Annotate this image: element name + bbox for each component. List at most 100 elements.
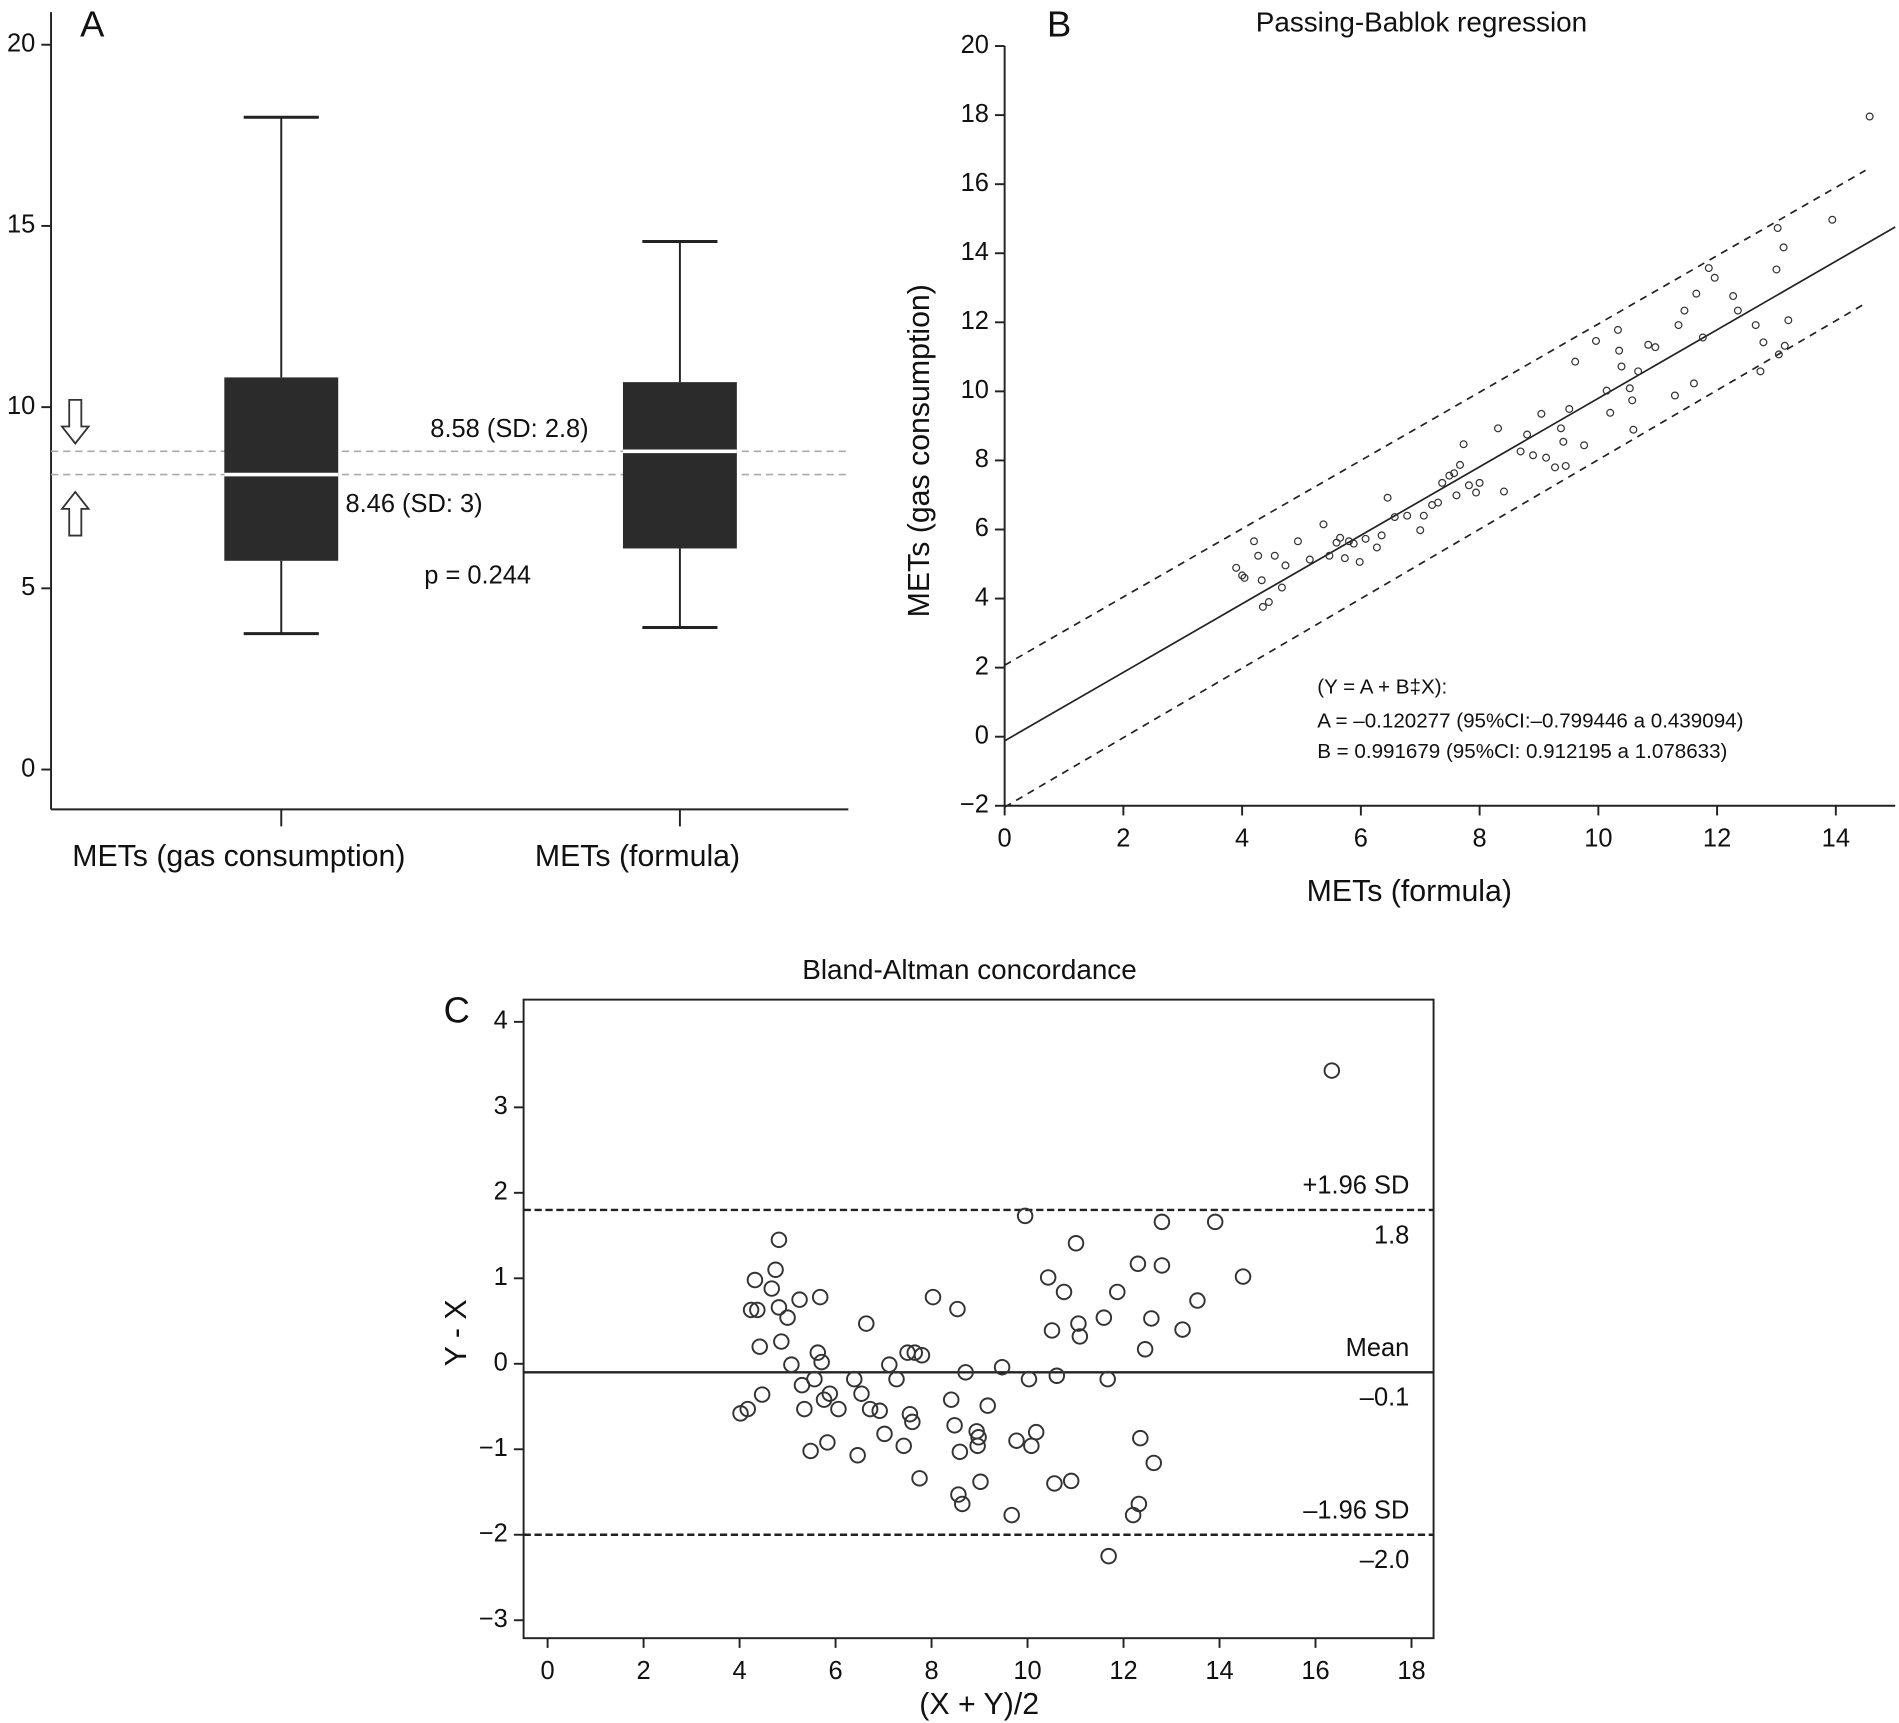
point: [1153, 1213, 1171, 1231]
x-tick-label: 6: [828, 1657, 842, 1685]
panel-label: C: [444, 990, 470, 1031]
x-tick-label: 12: [1703, 824, 1731, 852]
point: [1277, 583, 1286, 592]
point: [1710, 273, 1719, 282]
point: [949, 1300, 966, 1318]
point: [1674, 321, 1683, 330]
point: [1571, 357, 1580, 366]
point: [1452, 491, 1461, 500]
point: [1136, 1341, 1154, 1358]
point: [1039, 1269, 1057, 1286]
point: [1499, 487, 1508, 496]
point: [876, 1425, 893, 1443]
point: [1559, 437, 1568, 446]
x-tick-label: 4: [1235, 824, 1249, 852]
point: [749, 1301, 766, 1319]
y-tick-label: 1: [494, 1263, 508, 1291]
point: [1240, 573, 1249, 582]
point: [1779, 243, 1788, 252]
point: [1542, 453, 1551, 462]
point: [753, 1386, 771, 1403]
point: [1580, 441, 1589, 450]
plot-frame: [522, 998, 1435, 1640]
y-axis-label: METs (gas consumption): [903, 284, 936, 617]
annotation: 8.46 (SD: 3): [345, 490, 482, 518]
line-value-label: 1.8: [1374, 1221, 1409, 1249]
point: [819, 1434, 836, 1451]
point: [1016, 1207, 1034, 1225]
point: [1759, 338, 1768, 347]
y-tick-label: 0: [494, 1349, 508, 1377]
box: [622, 382, 737, 549]
point: [1680, 306, 1689, 315]
point: [1629, 425, 1638, 434]
x-axis-label: (X + Y)/2: [919, 1688, 1039, 1721]
point: [1377, 531, 1386, 540]
point: [1419, 511, 1428, 520]
y-tick-label: 4: [494, 1007, 508, 1035]
annotation: (Y = A + B‡X):: [1317, 676, 1447, 699]
y-tick-label: −2: [960, 790, 989, 818]
point: [1145, 1454, 1162, 1472]
point: [1153, 1257, 1171, 1274]
point: [1372, 543, 1381, 552]
point: [1475, 478, 1484, 487]
line-name: +1.96 SD: [1303, 1172, 1410, 1200]
point: [871, 1402, 888, 1420]
line-name: –1.96 SD: [1303, 1496, 1409, 1524]
point: [853, 1385, 870, 1402]
point: [950, 1486, 967, 1503]
point: [779, 1309, 796, 1326]
point: [1257, 576, 1266, 585]
x-tick-label: 6: [1354, 824, 1368, 852]
box: [224, 377, 339, 561]
point: [1355, 557, 1364, 566]
point: [913, 1346, 931, 1364]
point: [1644, 340, 1653, 349]
point: [1048, 1367, 1066, 1384]
point: [1445, 471, 1454, 480]
panel-label: A: [80, 3, 105, 44]
line-value-label: –2.0: [1360, 1546, 1410, 1574]
point: [1459, 440, 1468, 449]
point: [1615, 346, 1624, 355]
point: [1773, 224, 1782, 233]
point: [1249, 537, 1258, 546]
y-tick-label: 15: [7, 211, 35, 239]
y-tick-label: 10: [7, 392, 35, 420]
point: [849, 1447, 866, 1464]
point: [739, 1400, 756, 1418]
y-tick-label: 18: [961, 100, 989, 128]
y-tick-label: 0: [975, 721, 989, 749]
point: [1450, 469, 1459, 478]
point: [815, 1391, 833, 1408]
point: [895, 1437, 912, 1455]
point: [1023, 1437, 1040, 1455]
y-tick-label: 10: [961, 376, 989, 404]
point: [1523, 430, 1532, 439]
point: [1383, 493, 1392, 502]
point: [1055, 1283, 1073, 1301]
point: [1780, 341, 1789, 350]
annotation: 8.58 (SD: 2.8): [430, 415, 588, 443]
point: [1529, 451, 1538, 460]
point: [1325, 551, 1334, 560]
annotation: B = 0.991679 (95%CI: 0.912195 a 1.078633…: [1317, 740, 1727, 763]
point: [1264, 598, 1273, 607]
point: [1733, 306, 1742, 315]
point: [861, 1400, 879, 1418]
point: [763, 1280, 780, 1297]
y-tick-label: −1: [479, 1434, 508, 1462]
line-value-label: –0.1: [1360, 1384, 1410, 1412]
x-tick-label: 14: [1205, 1657, 1233, 1685]
point: [906, 1344, 923, 1361]
point: [881, 1356, 898, 1373]
solid-line: [1004, 226, 1896, 742]
line-name: Mean: [1346, 1334, 1410, 1362]
point: [979, 1397, 996, 1414]
point: [969, 1437, 986, 1455]
y-tick-label: 2: [494, 1178, 508, 1206]
point: [1206, 1213, 1224, 1231]
point: [1305, 555, 1314, 564]
point: [802, 1442, 819, 1460]
